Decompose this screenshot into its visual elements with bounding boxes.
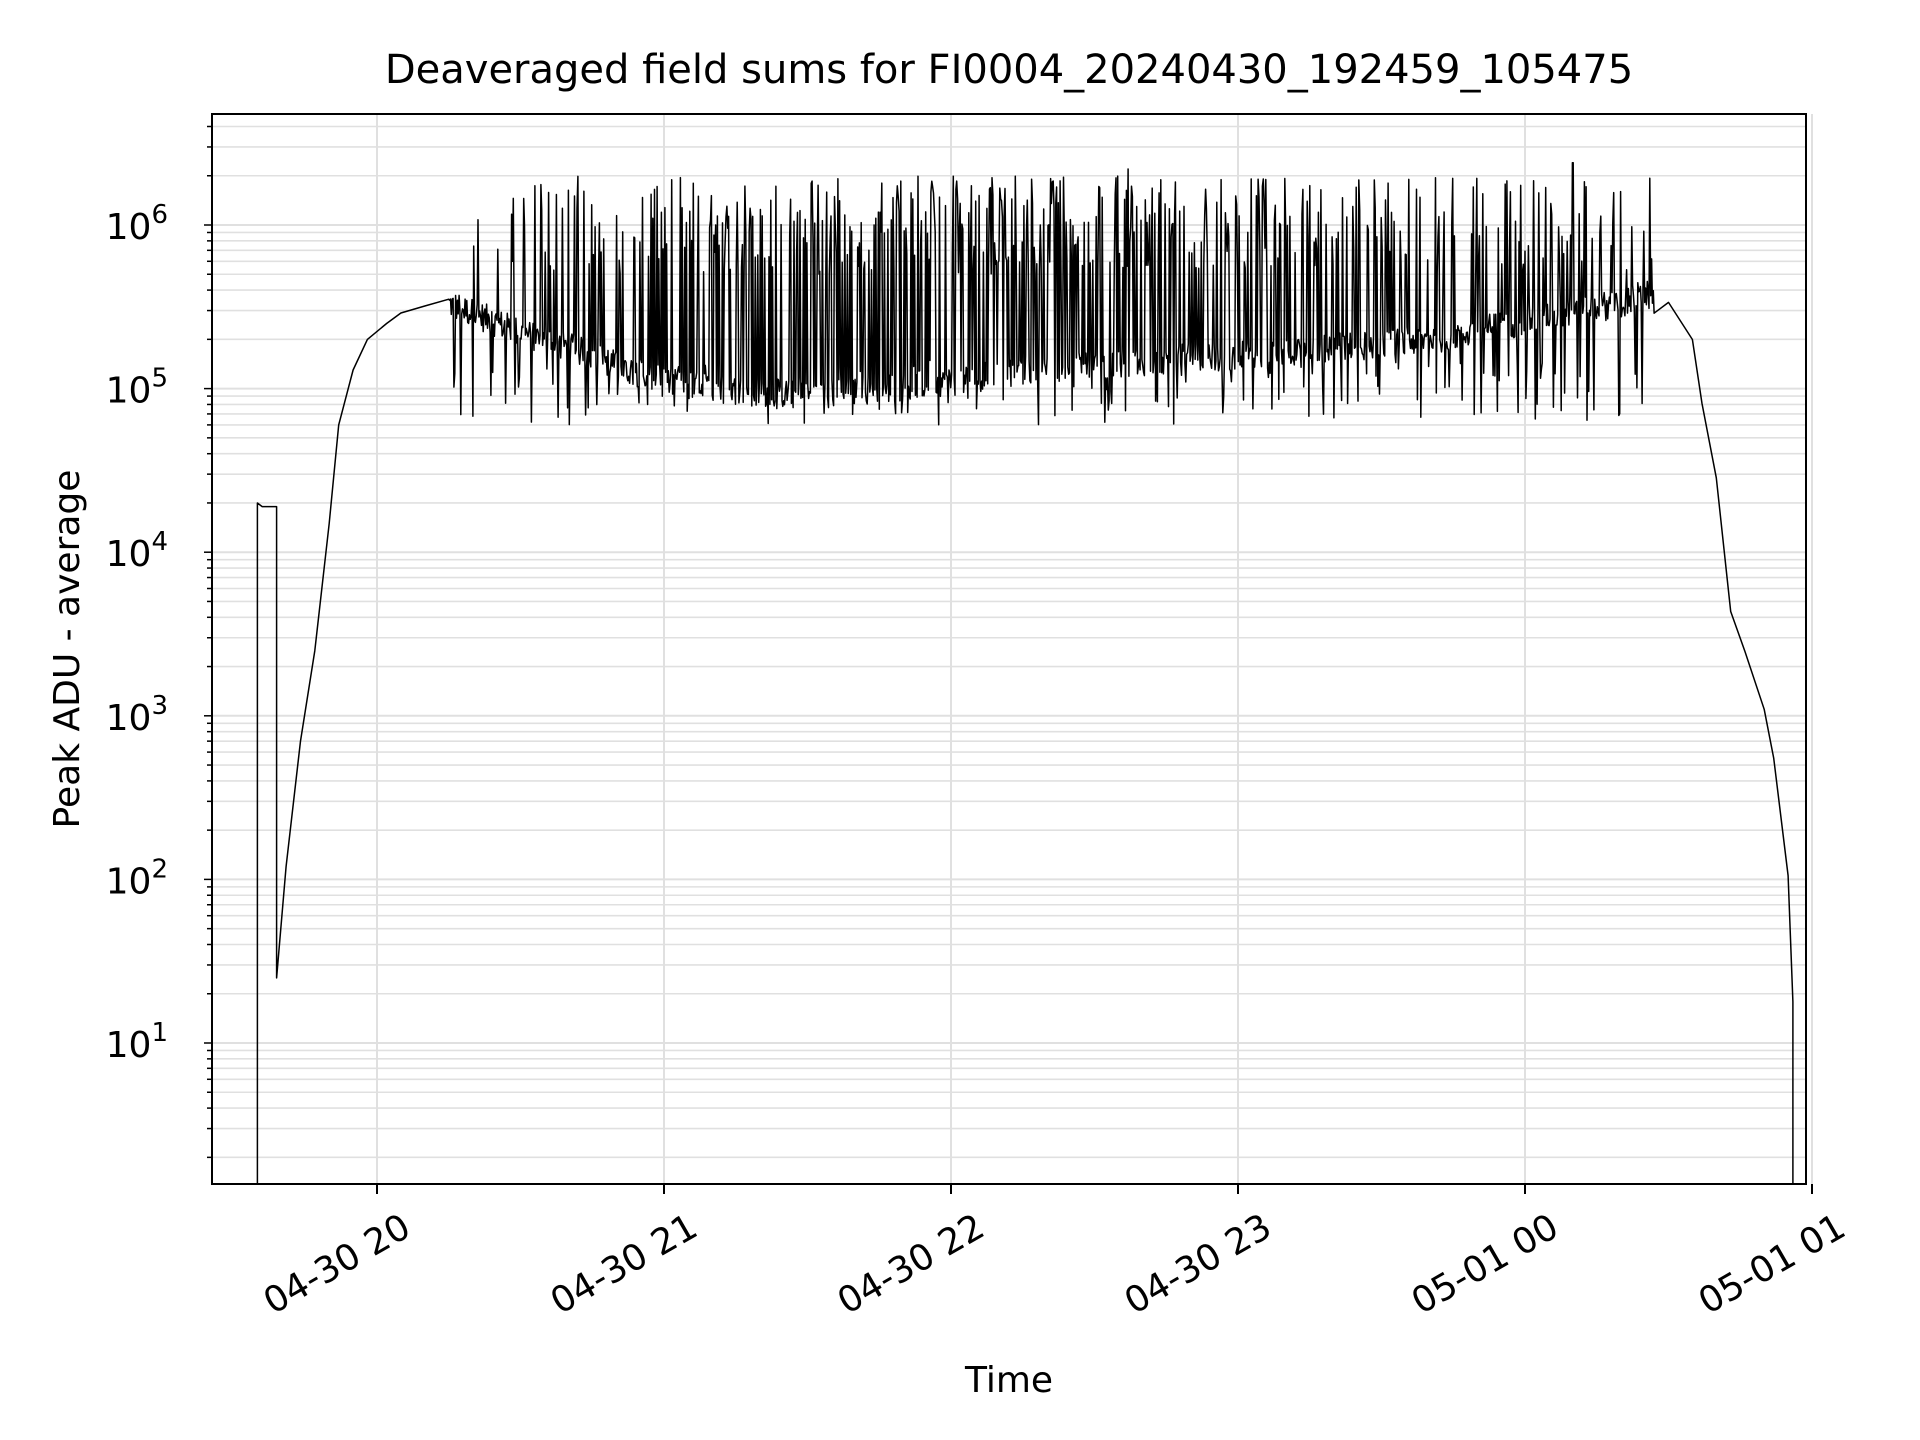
y-tick-label: 104 xyxy=(106,527,168,575)
y-axis: 101 102 103 104 105 106 xyxy=(106,125,212,1159)
y-tick-label: 103 xyxy=(106,691,168,739)
y-tick-label: 105 xyxy=(106,364,168,412)
plot-area xyxy=(256,162,1794,1184)
chart-title: Deaveraged field sums for FI0004_2024043… xyxy=(385,47,1633,93)
y-tick-label: 101 xyxy=(106,1018,168,1066)
y-tick-label: 106 xyxy=(106,200,168,248)
grid xyxy=(212,114,1813,1184)
x-axis-label: Time xyxy=(964,1360,1053,1401)
series-line xyxy=(256,162,1794,1184)
y-tick-label: 102 xyxy=(106,854,168,902)
plot-frame xyxy=(211,113,1807,1185)
y-axis-label: Peak ADU - average xyxy=(47,470,88,829)
